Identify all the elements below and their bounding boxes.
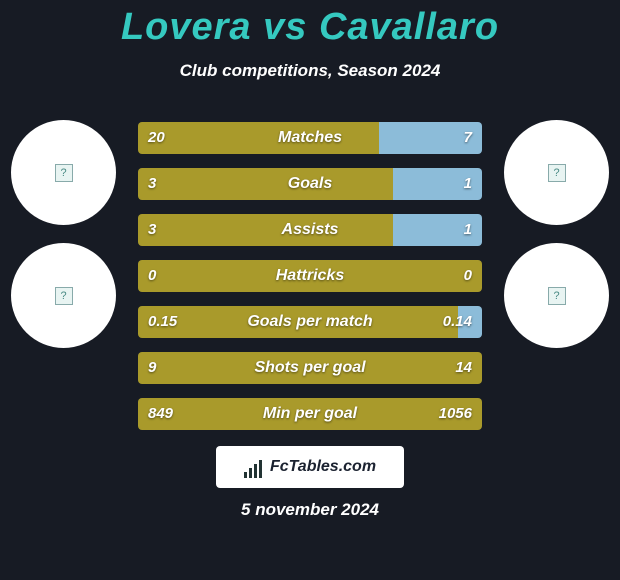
page-title: Lovera vs Cavallaro: [0, 0, 620, 49]
stat-value-right: 1: [464, 168, 472, 200]
stat-bar-left: [138, 260, 482, 292]
fctables-logo-icon: [244, 456, 266, 478]
stat-row: Goals per match0.150.14: [138, 306, 482, 338]
left-avatars: ? ?: [6, 120, 121, 366]
stat-value-right: 1056: [439, 398, 472, 430]
stat-value-left: 9: [148, 352, 156, 384]
subtitle: Club competitions, Season 2024: [0, 61, 620, 81]
stat-bar-left: [138, 214, 393, 246]
image-placeholder-icon: ?: [55, 164, 73, 182]
right-club-avatar: ?: [504, 243, 609, 348]
stat-value-left: 0.15: [148, 306, 177, 338]
image-placeholder-icon: ?: [55, 287, 73, 305]
right-avatars: ? ?: [499, 120, 614, 366]
stat-bar-left: [138, 398, 482, 430]
stat-row: Goals31: [138, 168, 482, 200]
stat-bar-left: [138, 352, 482, 384]
stat-value-right: 7: [464, 122, 472, 154]
date-text: 5 november 2024: [0, 500, 620, 520]
stat-value-right: 1: [464, 214, 472, 246]
stat-value-left: 3: [148, 168, 156, 200]
stat-bar-left: [138, 306, 458, 338]
left-club-avatar: ?: [11, 243, 116, 348]
stat-row: Matches207: [138, 122, 482, 154]
stat-bar-left: [138, 122, 379, 154]
brand-text: FcTables.com: [270, 458, 376, 476]
image-placeholder-icon: ?: [548, 287, 566, 305]
right-player-avatar: ?: [504, 120, 609, 225]
stat-row: Hattricks00: [138, 260, 482, 292]
stat-value-left: 3: [148, 214, 156, 246]
stat-row: Assists31: [138, 214, 482, 246]
stat-value-right: 0: [464, 260, 472, 292]
stat-value-left: 20: [148, 122, 165, 154]
comparison-card: Lovera vs Cavallaro Club competitions, S…: [0, 0, 620, 580]
stat-value-left: 0: [148, 260, 156, 292]
stat-row: Min per goal8491056: [138, 398, 482, 430]
brand-badge: FcTables.com: [216, 446, 404, 488]
stat-row: Shots per goal914: [138, 352, 482, 384]
stat-value-right: 14: [455, 352, 472, 384]
stat-bar-left: [138, 168, 393, 200]
stat-value-left: 849: [148, 398, 173, 430]
image-placeholder-icon: ?: [548, 164, 566, 182]
stat-value-right: 0.14: [443, 306, 472, 338]
stats-container: Matches207Goals31Assists31Hattricks00Goa…: [138, 122, 482, 444]
left-player-avatar: ?: [11, 120, 116, 225]
